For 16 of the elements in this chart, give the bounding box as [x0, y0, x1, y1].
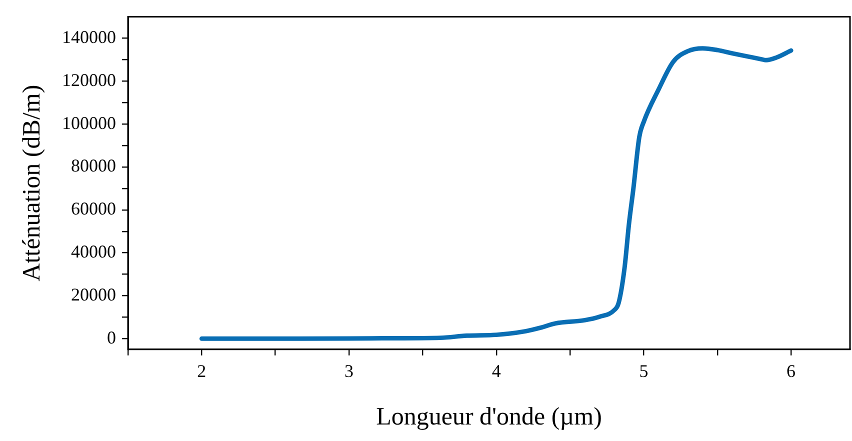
- x-tick-label: 6: [786, 360, 796, 381]
- y-tick-label: 80000: [71, 156, 116, 176]
- y-tick-label: 20000: [71, 284, 116, 304]
- y-tick-label: 0: [107, 327, 116, 348]
- x-tick-label: 4: [492, 360, 501, 381]
- y-tick-label: 100000: [62, 112, 116, 133]
- x-axis-title: Longueur d'onde (µm): [376, 404, 602, 431]
- y-tick-label: 140000: [62, 26, 116, 47]
- y-tick-label: 60000: [71, 198, 116, 219]
- y-tick-label: 40000: [71, 242, 116, 262]
- y-axis-title: Atténuation (dB/m): [18, 84, 46, 282]
- y-tick-label: 120000: [62, 70, 116, 90]
- x-tick-label: 2: [197, 360, 206, 381]
- line-series: [199, 46, 794, 341]
- x-tick-label: 3: [344, 360, 354, 381]
- x-tick-label: 5: [639, 360, 648, 381]
